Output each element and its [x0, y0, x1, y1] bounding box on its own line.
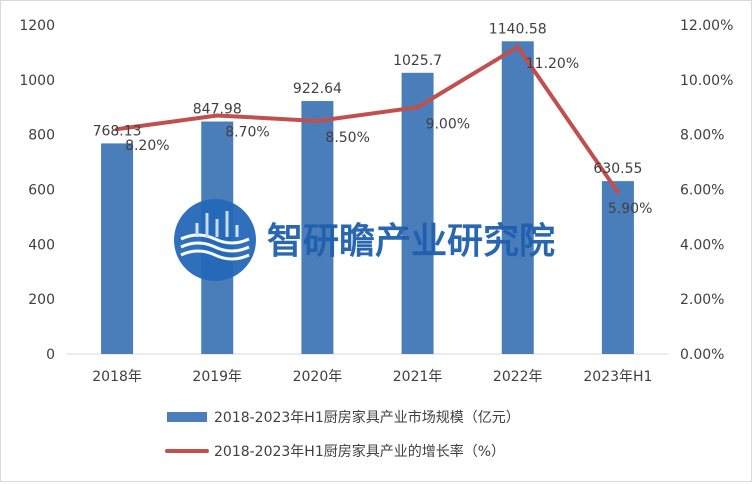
- logo-wave-icon: [180, 233, 250, 261]
- growth-rate-point: [215, 113, 220, 118]
- bar: [101, 143, 134, 354]
- bar-data-label: 1140.58: [489, 21, 547, 37]
- logo-building-icon: [195, 211, 239, 237]
- left-axis-tick-label: 600: [28, 183, 55, 199]
- legend-bar-label: 2018-2023年H1厨房家具产业市场规模（亿元）: [214, 409, 520, 426]
- right-axis-tick-label: 8.00%: [680, 128, 724, 144]
- bar-data-label: 847.98: [193, 102, 242, 118]
- growth-rate-line: [116, 44, 620, 194]
- left-axis-tick-label: 400: [28, 237, 55, 253]
- legend-bar-swatch: [167, 412, 207, 422]
- line-data-label: 8.20%: [125, 138, 169, 154]
- right-axis-tick-label: 12.00%: [680, 18, 733, 34]
- bar-data-label: 1025.7: [393, 53, 442, 69]
- bar-data-label: 768.13: [93, 123, 142, 139]
- bar: [401, 72, 434, 355]
- line-data-label: 9.00%: [426, 116, 470, 132]
- legend-line-label: 2018-2023年H1厨房家具产业的增长率（%）: [214, 443, 505, 460]
- bar: [301, 101, 334, 354]
- left-axis-tick-label: 800: [28, 128, 55, 144]
- watermark-logo: 智研瞻产业研究院: [174, 199, 555, 281]
- left-axis-tick-label: 1000: [19, 73, 55, 89]
- growth-rate-point: [315, 118, 320, 123]
- growth-rate-point: [615, 190, 620, 195]
- right-axis-tick-label: 6.00%: [680, 183, 724, 199]
- growth-rate-point: [115, 127, 120, 132]
- line-data-label: 8.70%: [225, 124, 269, 140]
- x-axis-tick-label: 2023年H1: [583, 369, 652, 385]
- right-axis-tick-label: 4.00%: [680, 237, 724, 253]
- bar-data-label: 922.64: [293, 81, 342, 97]
- bar: [601, 181, 634, 354]
- left-axis-tick-label: 0: [46, 347, 55, 363]
- bar: [501, 41, 534, 354]
- bar-data-label: 630.55: [593, 161, 642, 177]
- line-data-label: 8.50%: [325, 130, 369, 146]
- line-data-label: 11.20%: [526, 56, 579, 72]
- watermark-text: 智研瞻产业研究院: [267, 221, 555, 262]
- growth-rate-point: [415, 105, 420, 110]
- x-axis-tick-label: 2019年: [192, 369, 242, 385]
- x-axis-tick-label: 2021年: [393, 369, 443, 385]
- right-axis-tick-label: 2.00%: [680, 292, 724, 308]
- left-axis-tick-label: 200: [28, 292, 55, 308]
- right-axis-tick-label: 0.00%: [680, 347, 724, 363]
- x-axis-tick-label: 2022年: [493, 369, 543, 385]
- growth-rate-point: [515, 44, 520, 49]
- x-axis-tick-label: 2020年: [293, 369, 343, 385]
- x-axis-tick-label: 2018年: [92, 369, 142, 385]
- line-data-label: 5.90%: [608, 201, 652, 217]
- right-axis-tick-label: 10.00%: [680, 73, 733, 89]
- left-axis-tick-label: 1200: [19, 18, 55, 34]
